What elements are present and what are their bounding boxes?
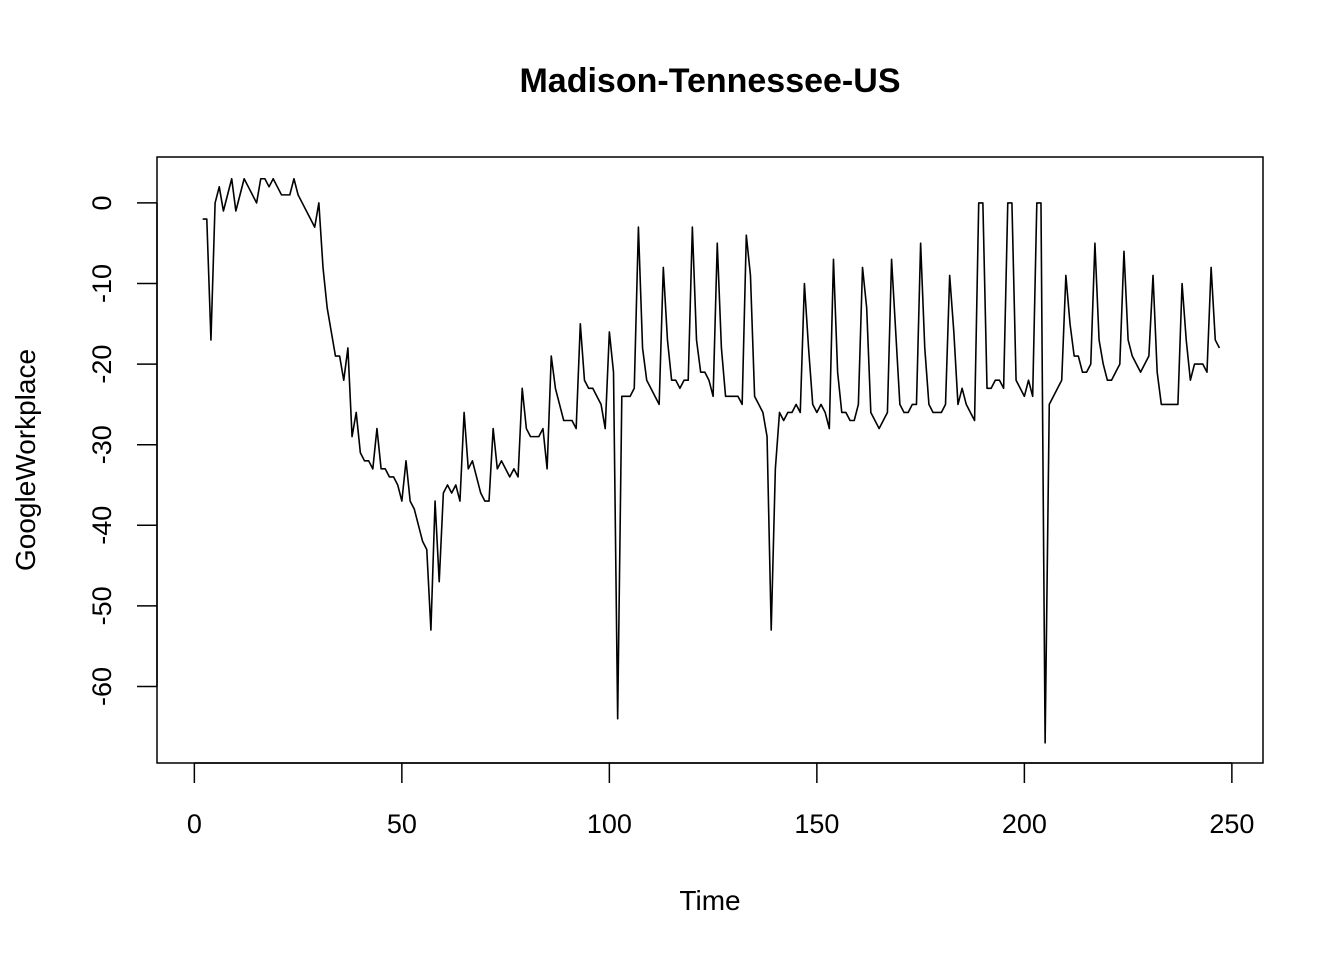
x-axis: 0 50 100 150 200 250 <box>187 762 1254 839</box>
x-axis-title: Time <box>679 885 740 916</box>
x-tick-label: 0 <box>187 809 202 839</box>
x-tick-label: 200 <box>1002 809 1047 839</box>
y-tick-label: -30 <box>87 425 117 464</box>
x-tick-label: 250 <box>1209 809 1254 839</box>
y-tick-label: -60 <box>87 667 117 706</box>
x-tick-label: 50 <box>387 809 417 839</box>
y-axis-title: GoogleWorkplace <box>10 349 41 571</box>
series-line-googleworkplace <box>202 177 1221 744</box>
y-tick-label: -20 <box>87 345 117 384</box>
x-tick-label: 100 <box>587 809 632 839</box>
y-tick-label: -50 <box>87 586 117 625</box>
chart-title: Madison-Tennessee-US <box>519 62 900 100</box>
y-axis: 0 -10 -20 -30 -40 -50 -60 <box>87 195 158 706</box>
x-tick-label: 150 <box>794 809 839 839</box>
y-tick-label: -10 <box>87 264 117 303</box>
y-tick-label: -40 <box>87 506 117 545</box>
plot-frame <box>156 156 1264 764</box>
y-tick-label: 0 <box>87 195 117 210</box>
